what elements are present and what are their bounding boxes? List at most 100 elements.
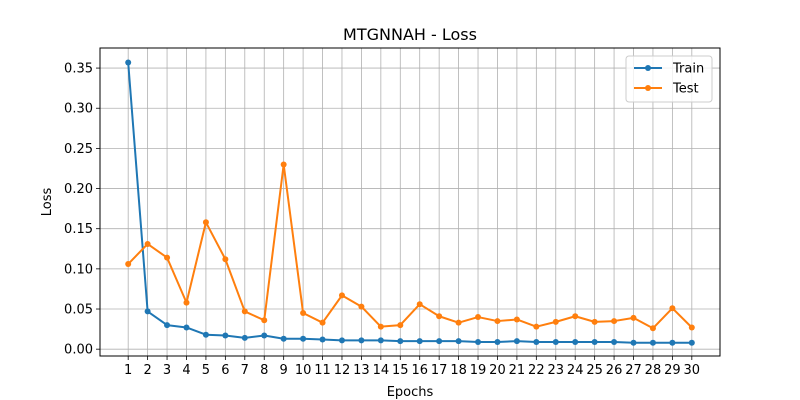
legend-swatch-marker [645, 85, 651, 91]
data-point [630, 339, 637, 346]
x-tick-label: 1 [124, 363, 132, 378]
x-tick-label: 5 [202, 363, 210, 378]
data-point [649, 339, 656, 346]
data-point [591, 338, 598, 345]
data-point [377, 337, 384, 344]
legend-label: Test [672, 82, 699, 97]
data-point [125, 261, 132, 268]
data-point [494, 318, 501, 325]
data-point [494, 338, 501, 345]
y-axis-title: Loss [40, 188, 55, 217]
data-point [436, 338, 443, 345]
data-point [649, 325, 656, 332]
x-tick-label: 18 [450, 363, 467, 378]
data-point [572, 338, 579, 345]
plot-frame [99, 47, 721, 357]
data-point [241, 308, 248, 315]
data-point [300, 310, 307, 317]
x-tick-label: 11 [314, 363, 331, 378]
data-point [280, 335, 287, 342]
data-point [630, 314, 637, 321]
data-point [377, 323, 384, 330]
data-point [202, 331, 209, 338]
data-point [125, 59, 132, 66]
data-point [183, 299, 190, 306]
x-tick-label: 6 [221, 363, 229, 378]
x-tick-label: 7 [241, 363, 249, 378]
x-tick-label: 23 [547, 363, 564, 378]
x-tick-label: 15 [392, 363, 409, 378]
data-point [552, 318, 559, 325]
series-test [125, 161, 695, 332]
x-tick-label: 13 [353, 363, 370, 378]
data-point [183, 324, 190, 331]
data-point [669, 339, 676, 346]
y-tick-label: 0.05 [64, 303, 93, 318]
x-tick-label: 20 [489, 363, 506, 378]
legend: Train Test [625, 55, 713, 103]
data-point [669, 305, 676, 312]
y-tick-label: 0.25 [64, 142, 93, 157]
x-tick-label: 12 [334, 363, 351, 378]
data-point [533, 338, 540, 345]
y-tick-label: 0.35 [64, 62, 93, 77]
y-tick-label: 0.30 [64, 102, 93, 117]
x-tick-label: 27 [625, 363, 642, 378]
x-tick-label: 9 [280, 363, 288, 378]
data-point [202, 219, 209, 226]
x-tick-label: 21 [509, 363, 526, 378]
data-point [475, 314, 482, 321]
data-point [552, 338, 559, 345]
data-point [164, 322, 171, 329]
y-tick-label: 0.00 [64, 343, 93, 358]
data-point [144, 240, 151, 247]
x-tick-label: 22 [528, 363, 545, 378]
y-tick-label: 0.15 [64, 222, 93, 237]
x-tick-label: 26 [606, 363, 623, 378]
x-tick-label: 25 [586, 363, 603, 378]
data-point [611, 318, 618, 325]
data-point [280, 161, 287, 168]
data-point [591, 318, 598, 325]
data-point [222, 256, 229, 263]
data-point [261, 332, 268, 339]
x-tick-label: 19 [470, 363, 487, 378]
data-point [300, 335, 307, 342]
data-point [338, 292, 345, 299]
data-point [611, 338, 618, 345]
data-point [164, 254, 171, 261]
y-axis: 0.00 0.05 0.10 0.15 0.20 0.25 0.30 0.35 [64, 62, 100, 358]
data-point [222, 332, 229, 339]
series-layer [125, 59, 695, 346]
x-tick-label: 24 [567, 363, 584, 378]
series-line [127, 163, 693, 330]
data-point [455, 338, 462, 345]
data-point [455, 319, 462, 326]
data-point [688, 324, 695, 331]
data-point [416, 301, 423, 308]
chart-title: MTGNNAH - Loss [343, 25, 477, 44]
data-point [319, 319, 326, 326]
data-point [358, 303, 365, 310]
data-point [319, 336, 326, 343]
legend-label: Train [672, 62, 704, 77]
x-tick-label: 10 [295, 363, 312, 378]
x-tick-label: 16 [411, 363, 428, 378]
x-axis: 1 2 3 4 5 6 7 8 9 10 11 12 13 14 15 16 17 18 19 20 21 22 23 24 2… [124, 356, 700, 378]
x-tick-label: 29 [664, 363, 681, 378]
x-tick-label: 2 [143, 363, 151, 378]
data-point [572, 313, 579, 320]
x-tick-label: 30 [684, 363, 701, 378]
data-point [338, 337, 345, 344]
x-tick-label: 8 [260, 363, 268, 378]
grid-lines [100, 48, 720, 356]
data-point [144, 308, 151, 315]
data-point [513, 338, 520, 345]
x-axis-title: Epochs [387, 385, 434, 400]
data-point [688, 339, 695, 346]
data-point [241, 334, 248, 341]
data-point [533, 323, 540, 330]
x-tick-label: 3 [163, 363, 171, 378]
x-tick-label: 4 [182, 363, 190, 378]
